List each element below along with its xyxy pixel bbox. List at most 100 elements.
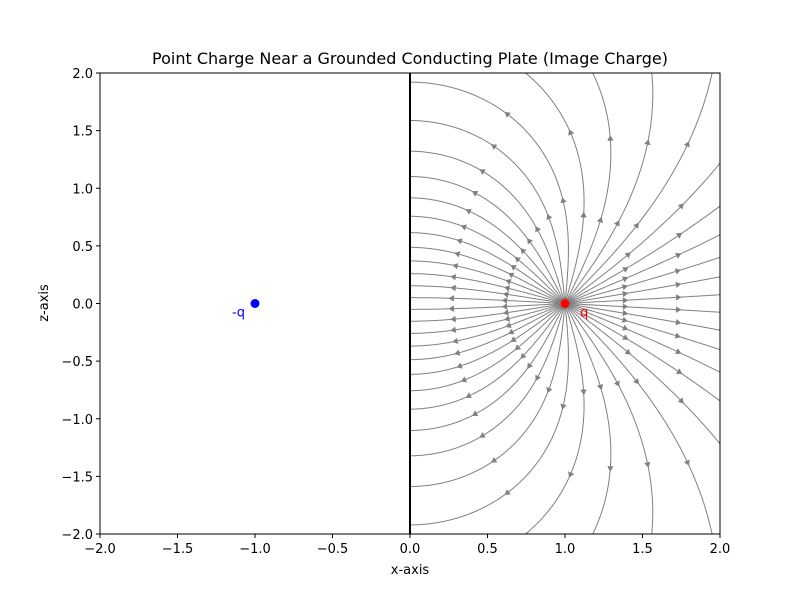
field-arrow: [677, 203, 684, 210]
field-arrow: [501, 297, 508, 304]
field-arrow: [546, 387, 553, 394]
field-arrow: [633, 222, 639, 229]
field-line: [410, 150, 565, 301]
field-arrow: [677, 397, 684, 404]
field-line: [410, 306, 564, 410]
field-arrow: [622, 297, 629, 304]
field-arrow: [510, 265, 517, 271]
field-line: [567, 305, 713, 535]
field-arrow: [504, 315, 511, 322]
field-line: [567, 305, 721, 445]
field-line: [569, 294, 721, 304]
field-line: [568, 234, 721, 303]
y-tick-label: 1.0: [72, 182, 93, 197]
x-tick-label: −2.0: [84, 542, 116, 557]
y-tick-label: −1.5: [61, 470, 93, 485]
charge-marker: [560, 299, 570, 308]
field-arrow: [683, 459, 690, 466]
field-arrow: [580, 389, 587, 396]
field-arrow: [621, 284, 628, 291]
y-tick-label: 0.5: [72, 240, 93, 255]
field-line: [410, 273, 561, 303]
field-arrow: [624, 348, 631, 355]
field-arrow: [644, 461, 651, 468]
field-arrow: [479, 169, 486, 175]
field-arrow: [505, 322, 512, 328]
x-tick-label: −1.0: [239, 542, 271, 557]
field-arrow: [633, 378, 639, 385]
field-line: [410, 306, 566, 487]
field-arrow: [465, 392, 472, 399]
axes-frame: [99, 72, 721, 535]
field-arrow: [624, 252, 631, 259]
field-arrow: [520, 248, 527, 255]
x-tick-label: 1.0: [555, 542, 576, 557]
field-arrow: [622, 334, 629, 340]
field-line: [569, 303, 721, 331]
field-arrow: [454, 251, 461, 258]
field-line: [410, 260, 562, 303]
field-line: [409, 305, 562, 361]
field-line: [569, 276, 721, 304]
field-line: [410, 305, 563, 375]
field-arrow: [535, 226, 541, 233]
field-arrow: [621, 316, 628, 323]
field-arrow: [622, 309, 629, 317]
field-arrow: [527, 238, 533, 245]
field-line: [410, 120, 566, 301]
field-arrow: [448, 305, 454, 312]
field-line: [410, 197, 564, 301]
field-arrow: [675, 281, 682, 288]
field-arrow: [456, 238, 463, 245]
field-line: [567, 162, 721, 302]
field-arrow: [452, 263, 459, 270]
x-tick-label: 0.0: [400, 542, 421, 557]
y-tick-label: −2.0: [61, 528, 93, 543]
x-tick-label: −0.5: [317, 542, 349, 557]
field-arrow: [502, 309, 509, 316]
field-arrow: [560, 403, 567, 410]
field-arrow: [546, 213, 553, 220]
y-axis-label: z-axis: [37, 284, 52, 322]
field-arrow: [644, 139, 651, 146]
field-arrow: [560, 197, 567, 204]
x-axis-label: x-axis: [391, 563, 430, 578]
field-arrow: [674, 332, 681, 339]
field-arrow: [450, 326, 457, 333]
field-arrow: [613, 380, 620, 387]
field-arrow: [683, 141, 690, 148]
field-arrow: [514, 256, 521, 263]
field-line: [410, 305, 563, 392]
x-tick-label: 1.5: [632, 542, 653, 557]
field-arrow: [675, 368, 683, 375]
field-arrow: [520, 352, 527, 359]
field-line: [410, 215, 563, 302]
field-line: [410, 285, 561, 304]
field-arrow: [622, 290, 629, 298]
field-line: [410, 306, 564, 431]
field-line: [566, 306, 612, 535]
field-line: [525, 72, 585, 301]
field-line: [410, 176, 564, 301]
field-line: [410, 232, 563, 302]
field-line: [410, 306, 565, 457]
field-line: [410, 304, 562, 347]
field-line: [409, 246, 562, 302]
chart-title: Point Charge Near a Grounded Conducting …: [152, 49, 668, 68]
field-arrow: [450, 284, 456, 292]
field-arrow: [596, 216, 603, 223]
field-arrow: [491, 144, 498, 150]
field-arrow: [613, 220, 620, 227]
charge-label: -q: [232, 306, 245, 321]
field-arrow: [504, 111, 511, 118]
x-tick-label: −1.5: [162, 542, 194, 557]
y-tick-label: 0.0: [72, 298, 93, 313]
field-arrow: [675, 348, 682, 355]
field-arrow: [505, 279, 512, 285]
field-arrow: [568, 471, 575, 478]
field-arrow: [675, 294, 682, 301]
field-arrow: [607, 466, 614, 472]
field-line: [566, 72, 612, 301]
